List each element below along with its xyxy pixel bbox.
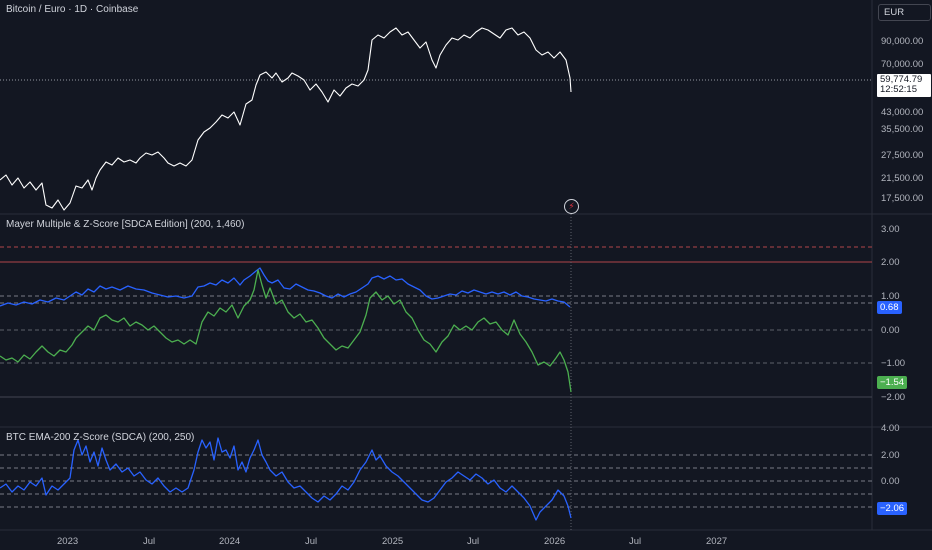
mayer-multiple-line[interactable] <box>0 267 571 308</box>
ind1-tick: −1.00 <box>881 358 906 369</box>
time-label: 2026 <box>544 536 566 547</box>
ema-zscore-value-badge: −2.06 <box>877 502 908 515</box>
zscore-line[interactable] <box>0 269 572 393</box>
symbol-title[interactable]: Bitcoin / Euro · 1D · Coinbase <box>6 4 139 15</box>
time-label: Jul <box>629 536 642 547</box>
time-label: 2024 <box>219 536 241 547</box>
price-tick: 17,500.00 <box>881 193 924 204</box>
time-label: 2023 <box>57 536 79 547</box>
ind2-tick: 0.00 <box>881 476 900 487</box>
ind2-tick: 4.00 <box>881 423 900 434</box>
lightning-icon[interactable]: ⚡ <box>564 199 579 214</box>
ind1-tick: 3.00 <box>881 224 900 235</box>
last-price-value: 59,774.79 <box>880 74 923 85</box>
time-label: Jul <box>143 536 156 547</box>
last-price-label: 59,774.79 12:52:15 <box>877 74 931 97</box>
currency-selector[interactable]: EUR <box>878 4 931 21</box>
price-series-line[interactable] <box>0 27 572 211</box>
price-tick: 43,000.00 <box>881 107 924 118</box>
ind1-tick: 2.00 <box>881 257 900 268</box>
price-tick: 27,500.00 <box>881 150 924 161</box>
price-tick: 35,500.00 <box>881 124 924 135</box>
bar-countdown: 12:52:15 <box>880 84 917 95</box>
time-label: 2027 <box>706 536 728 547</box>
price-tick: 70,000.00 <box>881 59 924 70</box>
time-label: Jul <box>467 536 480 547</box>
price-tick: 21,500.00 <box>881 173 924 184</box>
ind1-tick: 1.00 <box>881 291 900 302</box>
zscore-value-badge: −1.54 <box>877 376 908 389</box>
time-label: Jul <box>305 536 318 547</box>
ind2-tick: 2.00 <box>881 450 900 461</box>
ind1-tick: 0.00 <box>881 325 900 336</box>
indicator1-title[interactable]: Mayer Multiple & Z-Score [SDCA Edition] … <box>6 219 245 230</box>
indicator2-title[interactable]: BTC EMA-200 Z-Score (SDCA) (200, 250) <box>6 432 195 443</box>
mayer-value-badge: 0.68 <box>877 301 902 314</box>
price-tick: 90,000.00 <box>881 36 924 47</box>
ema-zscore-line[interactable] <box>0 437 572 521</box>
ind1-tick: −2.00 <box>881 392 906 403</box>
time-label: 2025 <box>382 536 404 547</box>
